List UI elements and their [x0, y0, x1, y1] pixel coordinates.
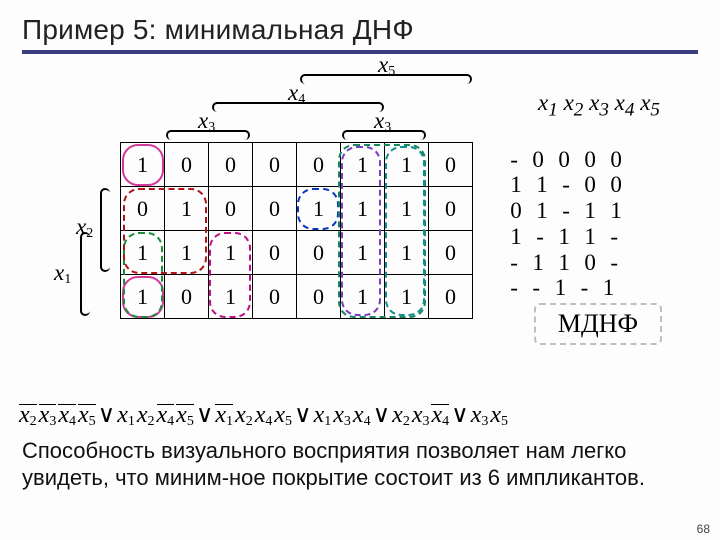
kmap-cell: 1	[385, 187, 429, 231]
dnf-formula: x2x3x4x5∨x1x2x4x5∨x1x2x4x5∨x1x3x4∨x2x3x4…	[18, 400, 509, 430]
kmap-cell: 1	[385, 231, 429, 275]
kmap-cell: 0	[297, 143, 341, 187]
slide-title: Пример 5: минимальная ДНФ	[22, 14, 698, 46]
kmap-cell: 0	[209, 143, 253, 187]
karnaugh-map: 10000110 01001110 11100110 10100110	[120, 142, 473, 319]
kmap-cell: 0	[297, 231, 341, 275]
kmap-cell: 0	[165, 143, 209, 187]
kmap-cell: 0	[121, 187, 165, 231]
implicant-row: 1 - 1 1 -	[504, 224, 660, 250]
kmap-cell: 0	[209, 187, 253, 231]
implicant-row: - - 1 - 1	[504, 275, 660, 301]
table-row: 01001110	[121, 187, 473, 231]
kmap-cell: 1	[165, 231, 209, 275]
table-row: 10000110	[121, 143, 473, 187]
label-x4: x4	[288, 80, 305, 108]
implicant-row: - 0 0 0 0	[504, 147, 660, 173]
kmap-cell: 0	[253, 187, 297, 231]
kmap-cell: 0	[253, 275, 297, 319]
implicant-row: 0 1 - 1 1	[504, 198, 660, 224]
kmap-cell: 0	[297, 275, 341, 319]
mdnf-label: МДНФ	[558, 309, 638, 339]
label-x5: x5	[378, 52, 395, 80]
kmap-cell: 0	[429, 231, 473, 275]
kmap-cell: 1	[341, 143, 385, 187]
kmap-cell: 0	[253, 231, 297, 275]
label-x3-left: x3	[198, 108, 215, 136]
kmap-cell: 0	[429, 187, 473, 231]
label-x3-right: x3	[374, 108, 391, 136]
implicant-list: x1 x2 x3 x4 x5 - 0 0 0 0 1 1 - 0 0 0 1 -…	[504, 64, 660, 301]
kmap-cell: 1	[341, 231, 385, 275]
kmap-cell: 1	[385, 275, 429, 319]
kmap-cell: 1	[165, 187, 209, 231]
kmap-cell: 1	[121, 143, 165, 187]
kmap-cell: 0	[165, 275, 209, 319]
summary-text: Способность визуального восприятия позво…	[22, 438, 698, 492]
label-x1: x1	[54, 260, 71, 288]
kmap-cell: 0	[429, 143, 473, 187]
kmap-cell: 1	[297, 187, 341, 231]
page-number: 68	[697, 522, 710, 536]
implicant-row: - 1 1 0 -	[504, 250, 660, 276]
bracket-x1	[80, 232, 90, 316]
kmap-cell: 0	[429, 275, 473, 319]
kmap-cell: 1	[385, 143, 429, 187]
kmap-cell: 0	[253, 143, 297, 187]
kmap-cell: 1	[209, 275, 253, 319]
diagram-stage: x5 x4 x3 x3 x2 x1 10000110 01001110 1110…	[22, 64, 698, 384]
table-row: 11100110	[121, 231, 473, 275]
kmap-cell: 1	[209, 231, 253, 275]
kmap-cell: 1	[341, 275, 385, 319]
kmap-cell: 1	[341, 187, 385, 231]
title-rule	[22, 50, 698, 54]
kmap-cell: 1	[121, 231, 165, 275]
kmap-cell: 1	[121, 275, 165, 319]
implicant-header: x1 x2 x3 x4 x5	[504, 64, 660, 147]
implicant-row: 1 1 - 0 0	[504, 172, 660, 198]
table-row: 10100110	[121, 275, 473, 319]
bracket-x2	[100, 188, 110, 272]
